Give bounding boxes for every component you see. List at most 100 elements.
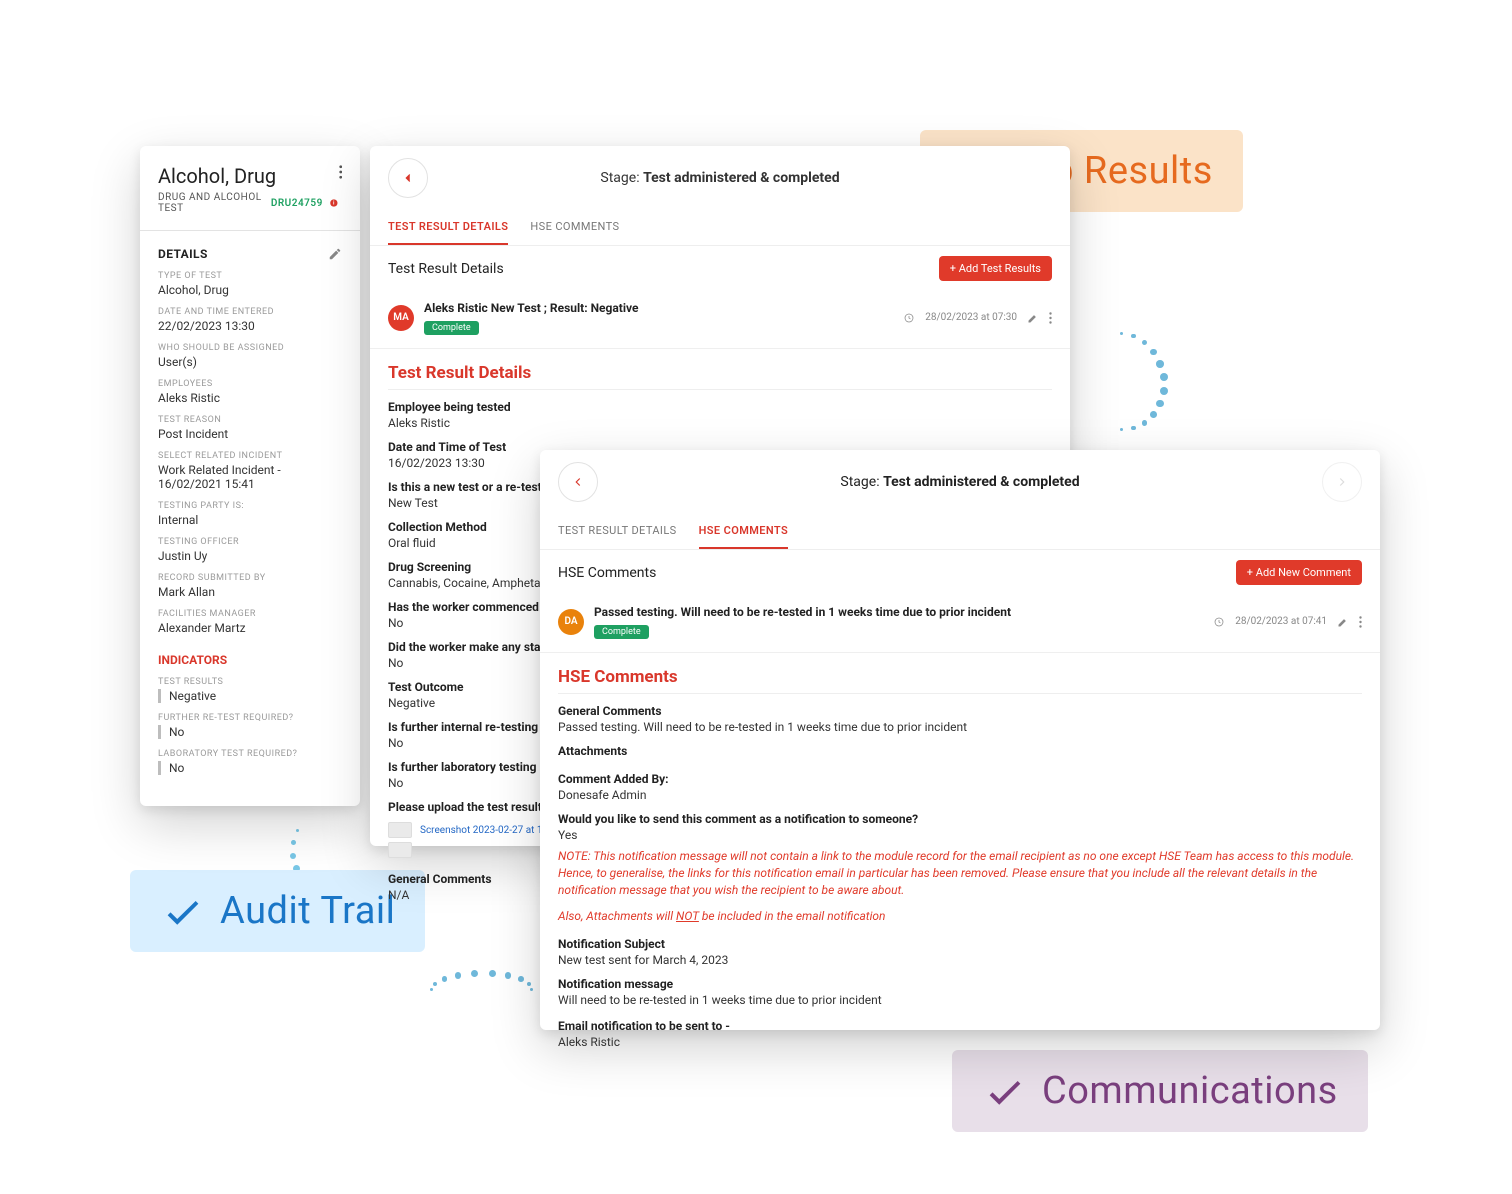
stage-value: Test administered & completed xyxy=(643,170,840,186)
kv-val: Aleks Ristic xyxy=(388,416,1052,430)
val-date: 22/02/2023 13:30 xyxy=(158,319,342,333)
tabs: TEST RESULT DETAILS HSE COMMENTS xyxy=(540,514,1380,550)
avatar: MA xyxy=(388,305,414,331)
info-icon[interactable]: i xyxy=(329,197,339,209)
val-ind-ret: No xyxy=(158,725,342,739)
sidebar-code: DRU24759 xyxy=(271,198,323,209)
tab-test-result-details[interactable]: TEST RESULT DETAILS xyxy=(388,210,508,245)
edit-icon[interactable] xyxy=(328,247,342,261)
row-time: 28/02/2023 at 07:41 xyxy=(1235,616,1327,627)
row-time: 28/02/2023 at 07:30 xyxy=(925,312,1017,323)
note-text-2: Also, Attachments will NOT be included i… xyxy=(558,908,1362,925)
section-header: Test Result Details xyxy=(370,349,1070,389)
tab-test-result-details[interactable]: TEST RESULT DETAILS xyxy=(558,514,677,549)
note2-post: be included in the email notification xyxy=(699,909,886,923)
lbl-off: TESTING OFFICER xyxy=(158,537,342,547)
v-send: Yes xyxy=(558,828,1362,842)
chevron-right-icon xyxy=(1335,475,1349,489)
kebab-menu-icon[interactable] xyxy=(1049,312,1052,324)
lbl-date: DATE AND TIME ENTERED xyxy=(158,307,342,317)
lbl-party: TESTING PARTY IS: xyxy=(158,501,342,511)
v-general: Passed testing. Will need to be re-teste… xyxy=(558,720,1362,734)
v-to: Aleks Ristic xyxy=(558,1035,1362,1049)
lbl-fac: FACILITIES MANAGER xyxy=(158,609,342,619)
callout-communications: Communications xyxy=(952,1050,1368,1132)
stage-value: Test administered & completed xyxy=(883,474,1080,490)
result-row[interactable]: MA Aleks Ristic New Test ; Result: Negat… xyxy=(370,291,1070,349)
panel-title-text: HSE Comments xyxy=(558,565,656,581)
kebab-menu-icon[interactable] xyxy=(339,164,342,180)
tab-hse-comments[interactable]: HSE COMMENTS xyxy=(699,514,789,549)
stage-label: Stage: Test administered & completed xyxy=(840,474,1079,490)
val-rel: Work Related Incident - 16/02/2021 15:41 xyxy=(158,463,342,491)
val-ind-res: Negative xyxy=(158,689,342,703)
chevron-left-icon xyxy=(571,475,585,489)
row-title: Aleks Ristic New Test ; Result: Negative xyxy=(424,301,639,315)
val-off: Justin Uy xyxy=(158,549,342,563)
kebab-menu-icon[interactable] xyxy=(1359,616,1362,628)
lbl-ind-ret: FURTHER RE-TEST REQUIRED? xyxy=(158,713,342,723)
lbl-emp: EMPLOYEES xyxy=(158,379,342,389)
panel-title-text: Test Result Details xyxy=(388,261,504,277)
chevron-left-icon xyxy=(401,171,415,185)
tab-hse-comments[interactable]: HSE COMMENTS xyxy=(530,210,619,245)
k-general: General Comments xyxy=(558,704,1362,718)
val-ind-lab: No xyxy=(158,761,342,775)
lbl-rsn: TEST REASON xyxy=(158,415,342,425)
hse-comments-panel: Stage: Test administered & completed TES… xyxy=(540,450,1380,1030)
v-msg: Will need to be re-tested in 1 weeks tim… xyxy=(558,993,1362,1007)
lbl-rel: SELECT RELATED INCIDENT xyxy=(158,451,342,461)
k-to: Email notification to be sent to - xyxy=(558,1019,1362,1033)
lbl-assn: WHO SHOULD BE ASSIGNED xyxy=(158,343,342,353)
decorative-dots-arc-bottom xyxy=(430,958,540,1018)
lbl-ind-res: TEST RESULTS xyxy=(158,677,342,687)
tabs: TEST RESULT DETAILS HSE COMMENTS xyxy=(370,210,1070,246)
indicators-label: INDICATORS xyxy=(158,653,342,667)
val-emp: Aleks Ristic xyxy=(158,391,342,405)
row-title: Passed testing. Will need to be re-teste… xyxy=(594,605,1011,619)
forward-button[interactable] xyxy=(1322,462,1362,502)
k-msg: Notification message xyxy=(558,977,1362,991)
add-test-results-button[interactable]: + Add Test Results xyxy=(939,256,1052,281)
k-addedby: Comment Added By: xyxy=(558,772,1362,786)
sidebar-title: Alcohol, Drug xyxy=(158,164,339,188)
callout-comms-text: Communications xyxy=(1042,1069,1338,1113)
v-subject: New test sent for March 4, 2023 xyxy=(558,953,1362,967)
k-subject: Notification Subject xyxy=(558,937,1362,951)
val-type: Alcohol, Drug xyxy=(158,283,342,297)
comment-row[interactable]: DA Passed testing. Will need to be re-te… xyxy=(540,595,1380,653)
note-text-1: NOTE: This notification message will not… xyxy=(558,848,1362,898)
add-new-comment-button[interactable]: + Add New Comment xyxy=(1236,560,1362,585)
file-thumbnail-icon xyxy=(388,842,412,858)
stage-prefix: Stage: xyxy=(840,474,883,490)
details-section-label: DETAILS xyxy=(158,247,208,261)
k-attach: Attachments xyxy=(558,744,1362,758)
status-pill: Complete xyxy=(424,321,479,335)
back-button[interactable] xyxy=(388,158,428,198)
decorative-dots-arc-mid xyxy=(1080,300,1200,460)
back-button[interactable] xyxy=(558,462,598,502)
section-header: HSE Comments xyxy=(540,653,1380,693)
checkmark-icon xyxy=(982,1068,1028,1114)
stage-label: Stage: Test administered & completed xyxy=(600,170,839,186)
val-fac: Alexander Martz xyxy=(158,621,342,635)
lbl-type: TYPE OF TEST xyxy=(158,271,342,281)
k-send: Would you like to send this comment as a… xyxy=(558,812,1362,826)
avatar: DA xyxy=(558,609,584,635)
checkmark-icon xyxy=(160,888,206,934)
sidebar-panel: Alcohol, Drug DRUG AND ALCOHOL TEST DRU2… xyxy=(140,146,360,806)
edit-icon[interactable] xyxy=(1027,312,1039,324)
val-rsn: Post Incident xyxy=(158,427,342,441)
status-pill: Complete xyxy=(594,625,649,639)
file-name: Screenshot 2023-02-27 at 11.2 xyxy=(420,825,556,836)
clock-icon xyxy=(903,312,915,324)
note2-pre: Also, Attachments will xyxy=(558,909,676,923)
val-sub: Mark Allan xyxy=(158,585,342,599)
val-assn: User(s) xyxy=(158,355,342,369)
v-addedby: Donesafe Admin xyxy=(558,788,1362,802)
stage-prefix: Stage: xyxy=(600,170,643,186)
note2-underline: NOT xyxy=(676,909,699,923)
kv-key: Employee being tested xyxy=(388,400,1052,414)
val-party: Internal xyxy=(158,513,342,527)
edit-icon[interactable] xyxy=(1337,616,1349,628)
